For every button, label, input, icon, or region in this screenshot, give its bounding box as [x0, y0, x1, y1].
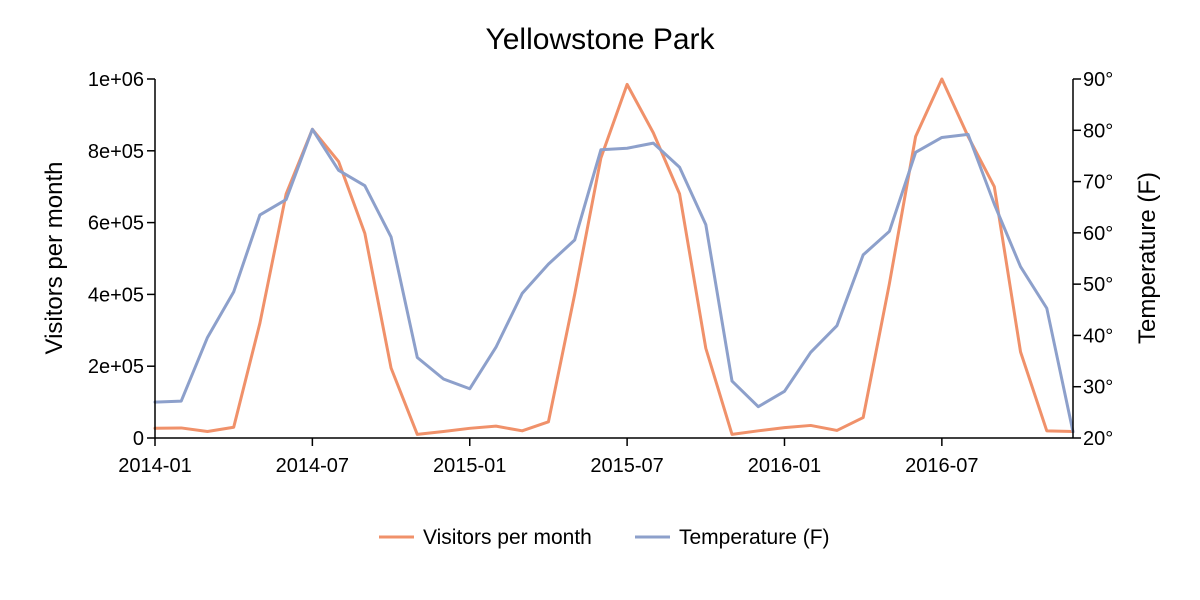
left-y-tick-label: 4e+05: [88, 284, 144, 306]
x-tick-label: 2016-01: [748, 455, 821, 477]
right-y-axis-label: Temperature (F): [1134, 172, 1161, 344]
legend-label-visitors: Visitors per month: [423, 526, 592, 549]
right-y-tick-label: 40°: [1083, 325, 1113, 347]
right-y-tick-label: 20°: [1083, 428, 1113, 450]
chart-title: Yellowstone Park: [485, 23, 715, 56]
plot-area: [153, 77, 1075, 436]
x-axis-ticks: 2014-01 2014-07 2015-01 2015-07 2016-01 2016-…: [118, 438, 979, 477]
legend-label-temperature: Temperature (F): [679, 526, 830, 549]
left-y-tick-label: 1e+06: [88, 69, 144, 91]
x-tick-label: 2014-01: [118, 455, 191, 477]
left-y-tick-label: 0: [133, 428, 144, 450]
x-tick-label: 2015-01: [433, 455, 506, 477]
left-y-tick-label: 2e+05: [88, 356, 144, 378]
right-y-tick-label: 80°: [1083, 120, 1113, 142]
series-line-temperature: [153, 127, 1075, 434]
right-y-tick-label: 60°: [1083, 223, 1113, 245]
x-tick-label: 2016-07: [905, 455, 978, 477]
right-y-tick-label: 50°: [1083, 274, 1113, 296]
series-line-visitors: [153, 77, 1075, 436]
left-y-tick-label: 6e+05: [88, 213, 144, 235]
right-y-tick-label: 30°: [1083, 377, 1113, 399]
x-tick-label: 2014-07: [276, 455, 349, 477]
right-y-tick-label: 70°: [1083, 172, 1113, 194]
x-tick-label: 2015-07: [590, 455, 663, 477]
legend: Visitors per month Temperature (F): [379, 526, 830, 549]
right-y-tick-label: 90°: [1083, 69, 1113, 91]
left-y-axis-label: Visitors per month: [41, 162, 68, 355]
left-y-axis-ticks: 0 2e+05 4e+05 6e+05 8e+05 1e+06: [88, 69, 155, 450]
left-y-tick-label: 8e+05: [88, 141, 144, 163]
right-y-axis-ticks: 20° 30° 40° 50° 60° 70° 80° 90°: [1073, 69, 1113, 450]
